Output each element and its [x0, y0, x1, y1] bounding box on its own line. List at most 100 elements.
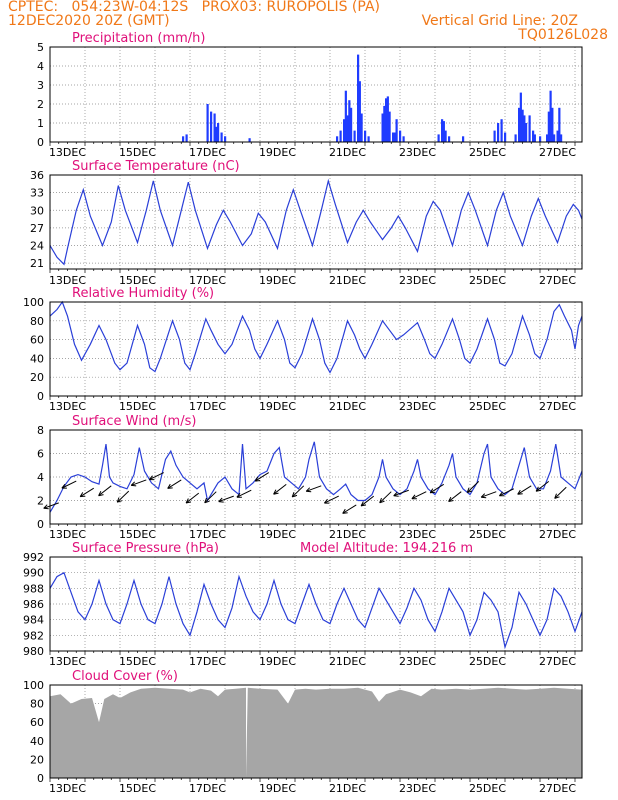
wind-arrow: [393, 489, 409, 497]
precip-bar: [493, 130, 496, 142]
precip-bar: [385, 98, 388, 142]
precip-bar: [343, 119, 346, 142]
precip-bar: [336, 136, 339, 142]
temperature-ytick-label: 36: [30, 169, 44, 182]
precip-bar: [386, 96, 389, 142]
temperature-ytick-label: 27: [30, 222, 44, 235]
precip-bar: [353, 130, 356, 142]
humidity-xtick-label: 21DEC: [329, 400, 366, 413]
cloud-area: [50, 687, 582, 778]
precipitation-xtick-label: 17DEC: [189, 146, 226, 159]
wind-arrowhead: [291, 492, 298, 498]
precip-bar: [441, 119, 444, 142]
wind-arrowhead: [116, 497, 123, 503]
pressure-xtick-label: 15DEC: [119, 655, 156, 668]
cloud-ytick-label: 20: [30, 753, 44, 766]
precip-bar: [402, 136, 405, 142]
wind-arrowhead: [393, 491, 399, 497]
wind-xtick-label: 23DEC: [399, 528, 436, 541]
pressure-title: Surface Pressure (hPa): [72, 541, 219, 556]
wind-arrow: [167, 479, 182, 489]
wind-arrowhead: [324, 498, 330, 504]
pressure-ytick-label: 982: [23, 629, 44, 642]
header-grid-note: Vertical Grid Line: 20Z: [421, 13, 578, 29]
wind-arrowhead: [167, 483, 173, 489]
wind-frame: [49, 429, 583, 525]
precip-bar: [546, 134, 549, 142]
precipitation-ytick-label: 0: [37, 136, 44, 149]
wind-arrowhead: [305, 487, 312, 493]
humidity-xtick-label: 23DEC: [399, 400, 436, 413]
temperature-xtick-label: 13DEC: [49, 274, 86, 287]
precipitation-xtick-label: 25DEC: [469, 146, 506, 159]
temperature-series-line: [49, 178, 583, 266]
wind-arrow: [254, 472, 270, 482]
temperature-xtick-label: 19DEC: [259, 274, 296, 287]
precip-bar: [381, 113, 384, 142]
humidity-ytick-label: 80: [30, 315, 44, 328]
precipitation-xtick-label: 15DEC: [119, 146, 156, 159]
wind-xtick-label: 15DEC: [119, 528, 156, 541]
wind-ytick-label: 4: [37, 471, 44, 484]
pressure-annotation: Model Altitude: 194.216 m: [300, 541, 473, 556]
precip-bar: [399, 130, 402, 142]
wind-arrow: [342, 504, 357, 514]
precip-bar: [357, 54, 360, 142]
precip-bar: [553, 134, 556, 142]
wind-arrow: [554, 486, 567, 499]
humidity-ytick-label: 40: [30, 352, 44, 365]
precipitation-ytick-label: 5: [37, 41, 44, 54]
wind-arrowhead: [429, 488, 436, 494]
temperature-ytick-label: 30: [30, 204, 44, 217]
header-datetime: 12DEC2020 20Z (GMT): [8, 13, 170, 29]
precip-bar: [392, 132, 395, 142]
precip-bar: [525, 123, 528, 142]
precip-bar: [215, 126, 218, 142]
precipitation-xtick-label: 19DEC: [259, 146, 296, 159]
wind-arrow: [218, 495, 234, 503]
wind-arrow: [499, 488, 514, 497]
precipitation-ytick-label: 4: [37, 60, 44, 73]
pressure-xtick-label: 21DEC: [329, 655, 366, 668]
humidity-xtick-label: 17DEC: [189, 400, 226, 413]
precip-bar: [547, 111, 550, 142]
pressure-xtick-label: 13DEC: [49, 655, 86, 668]
pressure-xtick-label: 17DEC: [189, 655, 226, 668]
cloud-ytick-label: 80: [30, 698, 44, 711]
precip-bar: [551, 107, 554, 142]
humidity-frame: [49, 301, 583, 397]
precip-bar: [248, 138, 251, 142]
header-model-id: TQ0126L028: [518, 27, 608, 43]
wind-arrow: [149, 472, 164, 481]
wind-arrowhead: [149, 475, 155, 481]
wind-arrowhead: [218, 497, 224, 503]
precipitation-ytick-label: 1: [37, 117, 44, 130]
temperature-xtick-label: 17DEC: [189, 274, 226, 287]
wind-ytick-label: 8: [37, 424, 44, 437]
wind-arrow: [360, 495, 375, 507]
precip-bar: [367, 136, 370, 142]
wind-arrow: [517, 485, 532, 495]
humidity-ytick-label: 0: [37, 390, 44, 403]
wind-arrowhead: [130, 481, 137, 487]
precip-bar: [462, 136, 465, 142]
wind-arrow: [61, 480, 77, 489]
wind-arrow: [273, 483, 287, 495]
wind-title: Surface Wind (m/s): [72, 414, 196, 429]
precipitation-frame: [49, 46, 583, 143]
cloud-xtick-label: 21DEC: [329, 782, 366, 795]
precip-bar: [442, 121, 445, 142]
wind-arrowhead: [204, 497, 210, 504]
humidity-xtick-label: 25DEC: [469, 400, 506, 413]
cloud-xtick-label: 23DEC: [399, 782, 436, 795]
precip-bar: [532, 130, 535, 142]
precip-bar: [514, 134, 517, 142]
precip-bar: [549, 90, 552, 142]
cloud-xtick-label: 19DEC: [259, 782, 296, 795]
wind-arrow: [131, 479, 147, 486]
wind-arrow: [466, 481, 480, 493]
pressure-ytick-label: 984: [23, 614, 44, 627]
precip-bar: [448, 136, 451, 142]
wind-arrowhead: [411, 494, 417, 500]
wind-arrow: [43, 502, 59, 509]
